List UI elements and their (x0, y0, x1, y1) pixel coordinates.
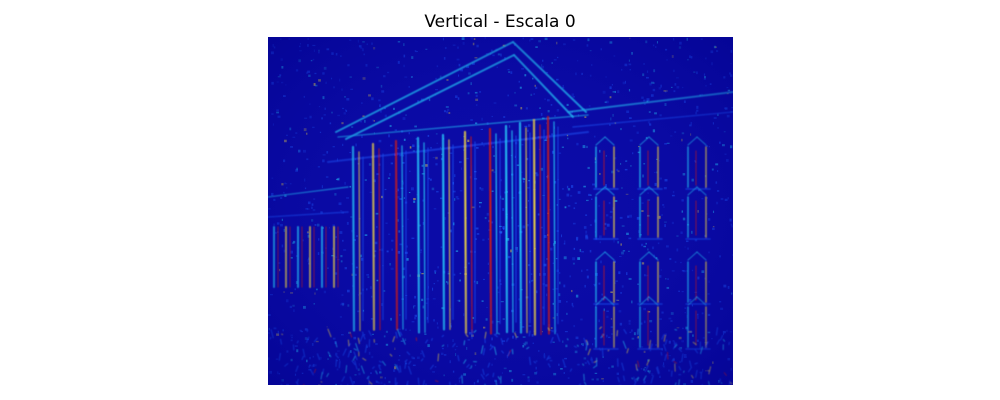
edge-map-visualization (268, 37, 733, 385)
edge-detection-image (268, 37, 733, 385)
figure-title: Vertical - Escala 0 (424, 12, 576, 32)
